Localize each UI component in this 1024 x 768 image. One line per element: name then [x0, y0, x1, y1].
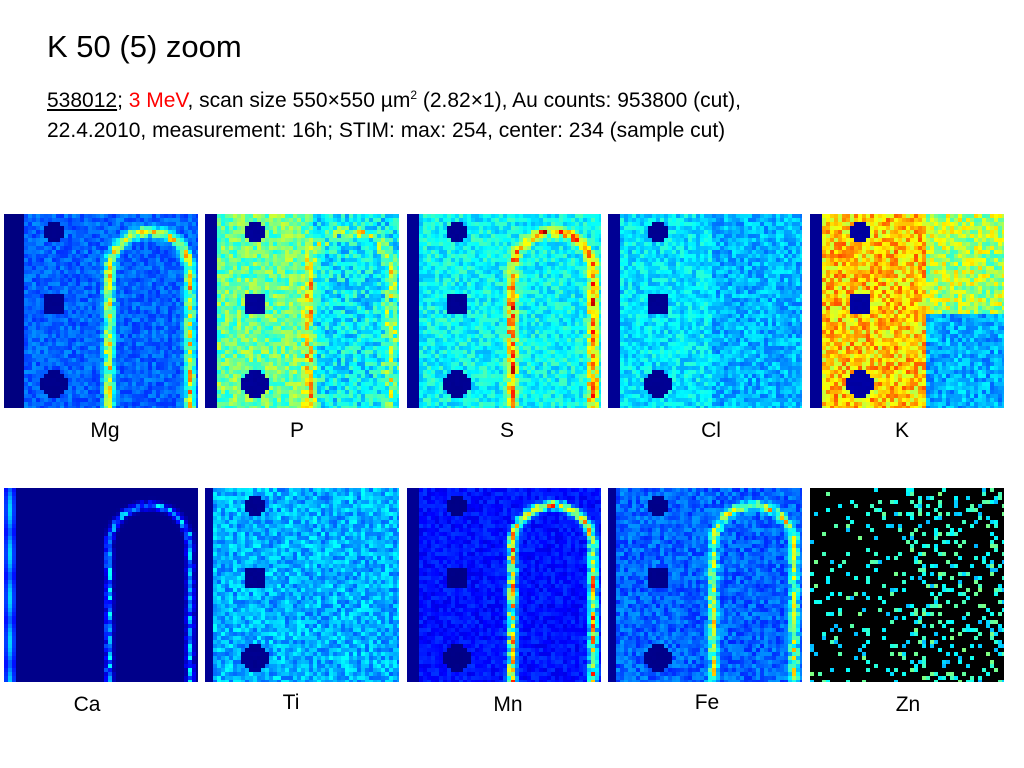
- slide-caption: 538012; 3 MeV, scan size 550×550 µm2 (2.…: [47, 86, 767, 146]
- element-label-mn: Mn: [493, 693, 523, 716]
- element-map-image-s: [407, 214, 601, 408]
- element-map-image-zn: [810, 488, 1004, 682]
- element-map-s: [407, 214, 601, 408]
- element-map-p: [205, 214, 399, 408]
- element-label-fe: Fe: [694, 691, 720, 714]
- element-map-image-k: [810, 214, 1004, 408]
- element-map-mg: [4, 214, 198, 408]
- element-label-ti: Ti: [282, 691, 300, 714]
- sample-id: 538012: [47, 89, 118, 112]
- element-map-image-ti: [205, 488, 399, 682]
- element-map-image-cl: [608, 214, 802, 408]
- element-map-mn: [407, 488, 601, 682]
- element-map-fe: [608, 488, 802, 682]
- measurement-details: (2.82×1), Au counts: 953800 (cut), 22.4.…: [47, 89, 741, 142]
- slide-title: K 50 (5) zoom: [47, 29, 242, 64]
- element-map-image-mg: [4, 214, 198, 408]
- element-map-ti: [205, 488, 399, 682]
- element-label-k: K: [894, 419, 909, 442]
- element-label-s: S: [499, 419, 514, 442]
- element-map-ca: [4, 488, 198, 682]
- scan-size-text: , scan size 550×550 µm: [187, 89, 411, 112]
- element-label-ca: Ca: [73, 693, 101, 716]
- element-map-cl: [608, 214, 802, 408]
- element-label-p: P: [289, 419, 304, 442]
- caption-separator: ;: [117, 89, 129, 112]
- element-label-mg: Mg: [90, 419, 120, 442]
- squared-superscript: 2: [410, 88, 418, 102]
- element-map-image-mn: [407, 488, 601, 682]
- beam-energy: 3 MeV: [128, 89, 188, 112]
- element-map-image-ca: [4, 488, 198, 682]
- element-map-image-fe: [608, 488, 802, 682]
- element-label-zn: Zn: [895, 693, 921, 716]
- element-map-k: [810, 214, 1004, 408]
- element-map-image-p: [205, 214, 399, 408]
- element-label-cl: Cl: [701, 419, 721, 442]
- element-map-zn: [810, 488, 1004, 682]
